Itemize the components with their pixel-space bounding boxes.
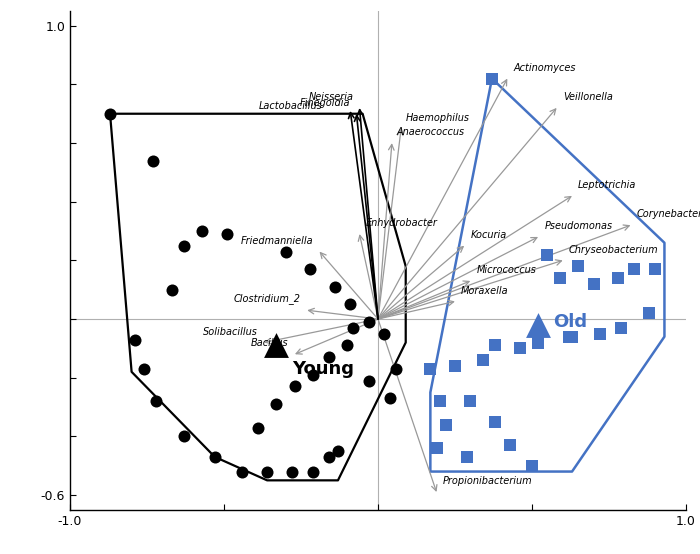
Point	[304, 265, 316, 274]
Point	[566, 332, 578, 341]
Point	[616, 324, 627, 332]
Point	[363, 317, 374, 326]
Point	[323, 453, 335, 461]
Point	[178, 432, 190, 441]
Point	[363, 376, 374, 385]
Text: Leptotrichia: Leptotrichia	[578, 180, 636, 190]
Text: Anaerococcus: Anaerococcus	[396, 127, 465, 137]
Point	[129, 335, 140, 344]
Text: Moraxella: Moraxella	[461, 285, 509, 296]
Point	[425, 365, 436, 373]
Point	[440, 420, 452, 429]
Point	[588, 279, 599, 288]
Point	[197, 227, 208, 235]
Point	[148, 156, 159, 165]
Text: Clostridium_2: Clostridium_2	[234, 294, 301, 304]
Point	[271, 341, 282, 350]
Point	[104, 109, 116, 118]
Point	[542, 250, 553, 259]
Text: Propionibacterium: Propionibacterium	[442, 476, 532, 486]
Text: Bacillus: Bacillus	[251, 338, 288, 348]
Text: Enhydrobacter: Enhydrobacter	[365, 218, 438, 228]
Point	[262, 467, 273, 476]
Point	[526, 461, 538, 470]
Point	[628, 265, 639, 274]
Point	[308, 467, 319, 476]
Text: Friedmanniella: Friedmanniella	[241, 235, 314, 246]
Point	[434, 397, 445, 406]
Point	[533, 338, 544, 347]
Text: Lactobacillus: Lactobacillus	[259, 101, 323, 111]
Point	[166, 285, 177, 294]
Text: Micrococcus: Micrococcus	[477, 265, 536, 275]
Point	[564, 332, 575, 341]
Point	[342, 341, 353, 350]
Text: Kocuria: Kocuria	[470, 230, 507, 240]
Point	[209, 453, 220, 461]
Point	[594, 329, 606, 338]
Point	[514, 344, 525, 353]
Point	[237, 467, 248, 476]
Point	[650, 265, 661, 274]
Point	[385, 394, 396, 403]
Point	[477, 356, 489, 365]
Point	[280, 247, 291, 256]
Point	[554, 274, 566, 283]
Text: Corynebacterium: Corynebacterium	[637, 209, 700, 219]
Point	[252, 423, 263, 432]
Point	[643, 309, 655, 317]
Point	[379, 329, 390, 338]
Point	[329, 283, 340, 291]
Point	[489, 417, 500, 426]
Point	[431, 444, 442, 453]
Point	[612, 274, 624, 283]
Point	[505, 441, 516, 450]
Point	[449, 362, 461, 371]
Point	[486, 74, 498, 83]
Point	[139, 365, 150, 373]
Point	[489, 341, 500, 350]
Point	[178, 242, 190, 250]
Point	[286, 467, 297, 476]
Text: Haemophilus: Haemophilus	[406, 112, 470, 122]
Point	[150, 397, 162, 406]
Text: Solibacillus: Solibacillus	[203, 327, 258, 337]
Point	[271, 399, 282, 408]
Point	[221, 229, 232, 238]
Point	[348, 324, 359, 332]
Text: Finegoldia: Finegoldia	[300, 98, 350, 108]
Text: Veillonella: Veillonella	[563, 92, 612, 102]
Point	[462, 453, 473, 461]
Text: Neisseria: Neisseria	[309, 92, 354, 102]
Point	[332, 447, 344, 455]
Text: Pseudomonas: Pseudomonas	[545, 221, 612, 231]
Point	[533, 320, 544, 329]
Point	[323, 353, 335, 362]
Text: Chryseobacterium: Chryseobacterium	[569, 244, 659, 254]
Point	[289, 382, 300, 391]
Text: Old: Old	[554, 313, 588, 331]
Point	[465, 397, 476, 406]
Text: Actinomyces: Actinomyces	[514, 63, 576, 73]
Point	[391, 365, 402, 373]
Point	[573, 262, 584, 271]
Point	[308, 370, 319, 379]
Text: Young: Young	[292, 360, 354, 378]
Point	[344, 300, 356, 309]
